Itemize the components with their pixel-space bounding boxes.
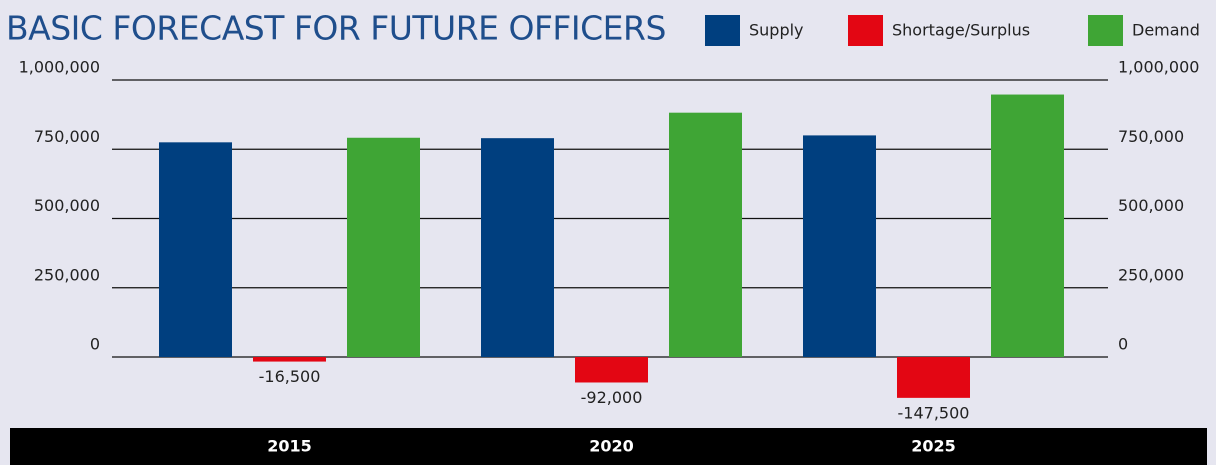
value-label: -16,500: [259, 367, 321, 386]
y2-tick-label: 750,000: [1118, 127, 1184, 146]
x-tick-label: 2025: [911, 437, 956, 456]
bar: [897, 357, 970, 398]
y2-tick-label: 250,000: [1118, 265, 1184, 284]
y2-tick-label: 0: [1118, 335, 1128, 354]
x-tick-label: 2020: [589, 437, 634, 456]
legend-label: Shortage/Surplus: [892, 21, 1030, 40]
y-tick-label: 0: [90, 335, 100, 354]
bar: [347, 137, 420, 357]
y2-tick-label: 500,000: [1118, 196, 1184, 215]
chart-title: BASIC FORECAST FOR FUTURE OFFICERS: [6, 9, 666, 48]
y-tick-label: 1,000,000: [19, 58, 100, 77]
y2-tick-label: 1,000,000: [1118, 58, 1199, 77]
legend-label: Supply: [749, 21, 804, 40]
bar: [575, 357, 648, 383]
y-tick-label: 250,000: [34, 265, 100, 284]
bar: [991, 94, 1064, 357]
legend-swatch: [1088, 15, 1123, 46]
legend-label: Demand: [1132, 21, 1200, 40]
legend-swatch: [848, 15, 883, 46]
value-label: -147,500: [898, 403, 970, 422]
x-tick-label: 2015: [267, 437, 312, 456]
legend-swatch: [705, 15, 740, 46]
bar: [803, 135, 876, 357]
value-label: -92,000: [581, 388, 643, 407]
y-tick-label: 750,000: [34, 127, 100, 146]
category-band: [10, 428, 1207, 465]
bar: [669, 112, 742, 357]
bar: [481, 138, 554, 357]
bar: [159, 142, 232, 357]
y-tick-label: 500,000: [34, 196, 100, 215]
bar: [253, 357, 326, 362]
